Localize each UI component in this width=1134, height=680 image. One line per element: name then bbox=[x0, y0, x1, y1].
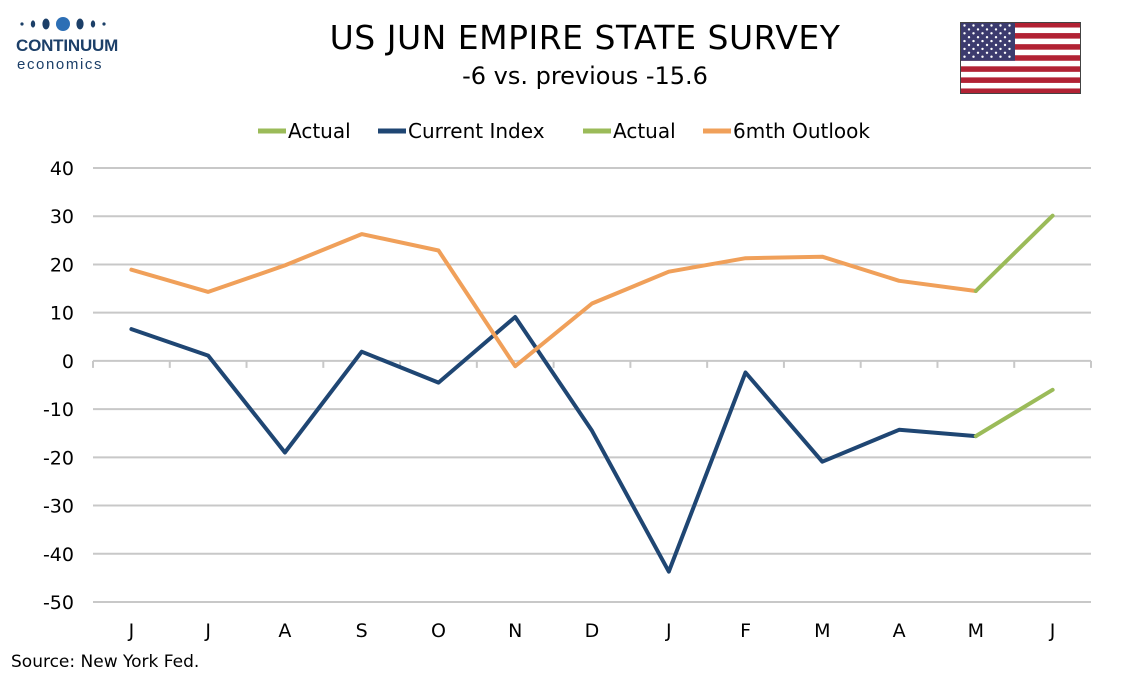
x-tick-label: S bbox=[356, 620, 368, 642]
source-note: Source: New York Fed. bbox=[11, 652, 200, 672]
y-tick-label: -50 bbox=[43, 592, 74, 614]
y-tick-label: -10 bbox=[43, 399, 74, 421]
line-chart: 40 30 20 10 0 -10 -20 -30 -40 -50 J J A S O N D J F M A M J Act… bbox=[43, 119, 1092, 642]
y-tick-label: 10 bbox=[50, 303, 74, 325]
series-line-6mth-outlook bbox=[129, 232, 978, 369]
x-tick-label: D bbox=[585, 620, 600, 642]
legend-label: Actual bbox=[288, 119, 351, 143]
y-tick-label: 40 bbox=[50, 158, 74, 180]
x-tick-label: J bbox=[1049, 620, 1056, 642]
x-tick-label: J bbox=[128, 620, 135, 642]
brand-name: CONTINUUM bbox=[16, 36, 119, 55]
series-line-actual bbox=[973, 387, 1055, 439]
page-subtitle: -6 vs. previous -15.6 bbox=[462, 62, 708, 90]
y-tick-label: -30 bbox=[43, 496, 74, 518]
series-line-actual bbox=[973, 213, 1055, 293]
logo-dots-icon bbox=[20, 17, 106, 31]
legend-label: 6mth Outlook bbox=[733, 119, 870, 143]
x-tick-label: M bbox=[968, 620, 984, 642]
brand-tagline: economics bbox=[17, 56, 104, 73]
us-flag-icon bbox=[960, 22, 1081, 94]
legend-label: Current Index bbox=[408, 119, 545, 143]
y-tick-label: 0 bbox=[62, 351, 74, 373]
x-tick-label: J bbox=[665, 620, 672, 642]
y-tick-label: -20 bbox=[43, 447, 74, 469]
y-tick-label: 20 bbox=[50, 254, 74, 276]
page-title: US JUN EMPIRE STATE SURVEY bbox=[329, 18, 841, 57]
continuum-logo: CONTINUUM economics bbox=[14, 16, 134, 76]
x-tick-label: J bbox=[204, 620, 211, 642]
x-tick-label: A bbox=[893, 620, 906, 642]
series-line-current-index bbox=[129, 315, 978, 574]
y-tick-label: 30 bbox=[50, 206, 74, 228]
x-tick-label: A bbox=[278, 620, 291, 642]
x-tick-label: N bbox=[508, 620, 522, 642]
legend-label: Actual bbox=[613, 119, 676, 143]
x-tick-label: M bbox=[814, 620, 830, 642]
x-tick-label: F bbox=[740, 620, 751, 642]
y-tick-label: -40 bbox=[43, 544, 74, 566]
x-tick-label: O bbox=[431, 620, 446, 642]
